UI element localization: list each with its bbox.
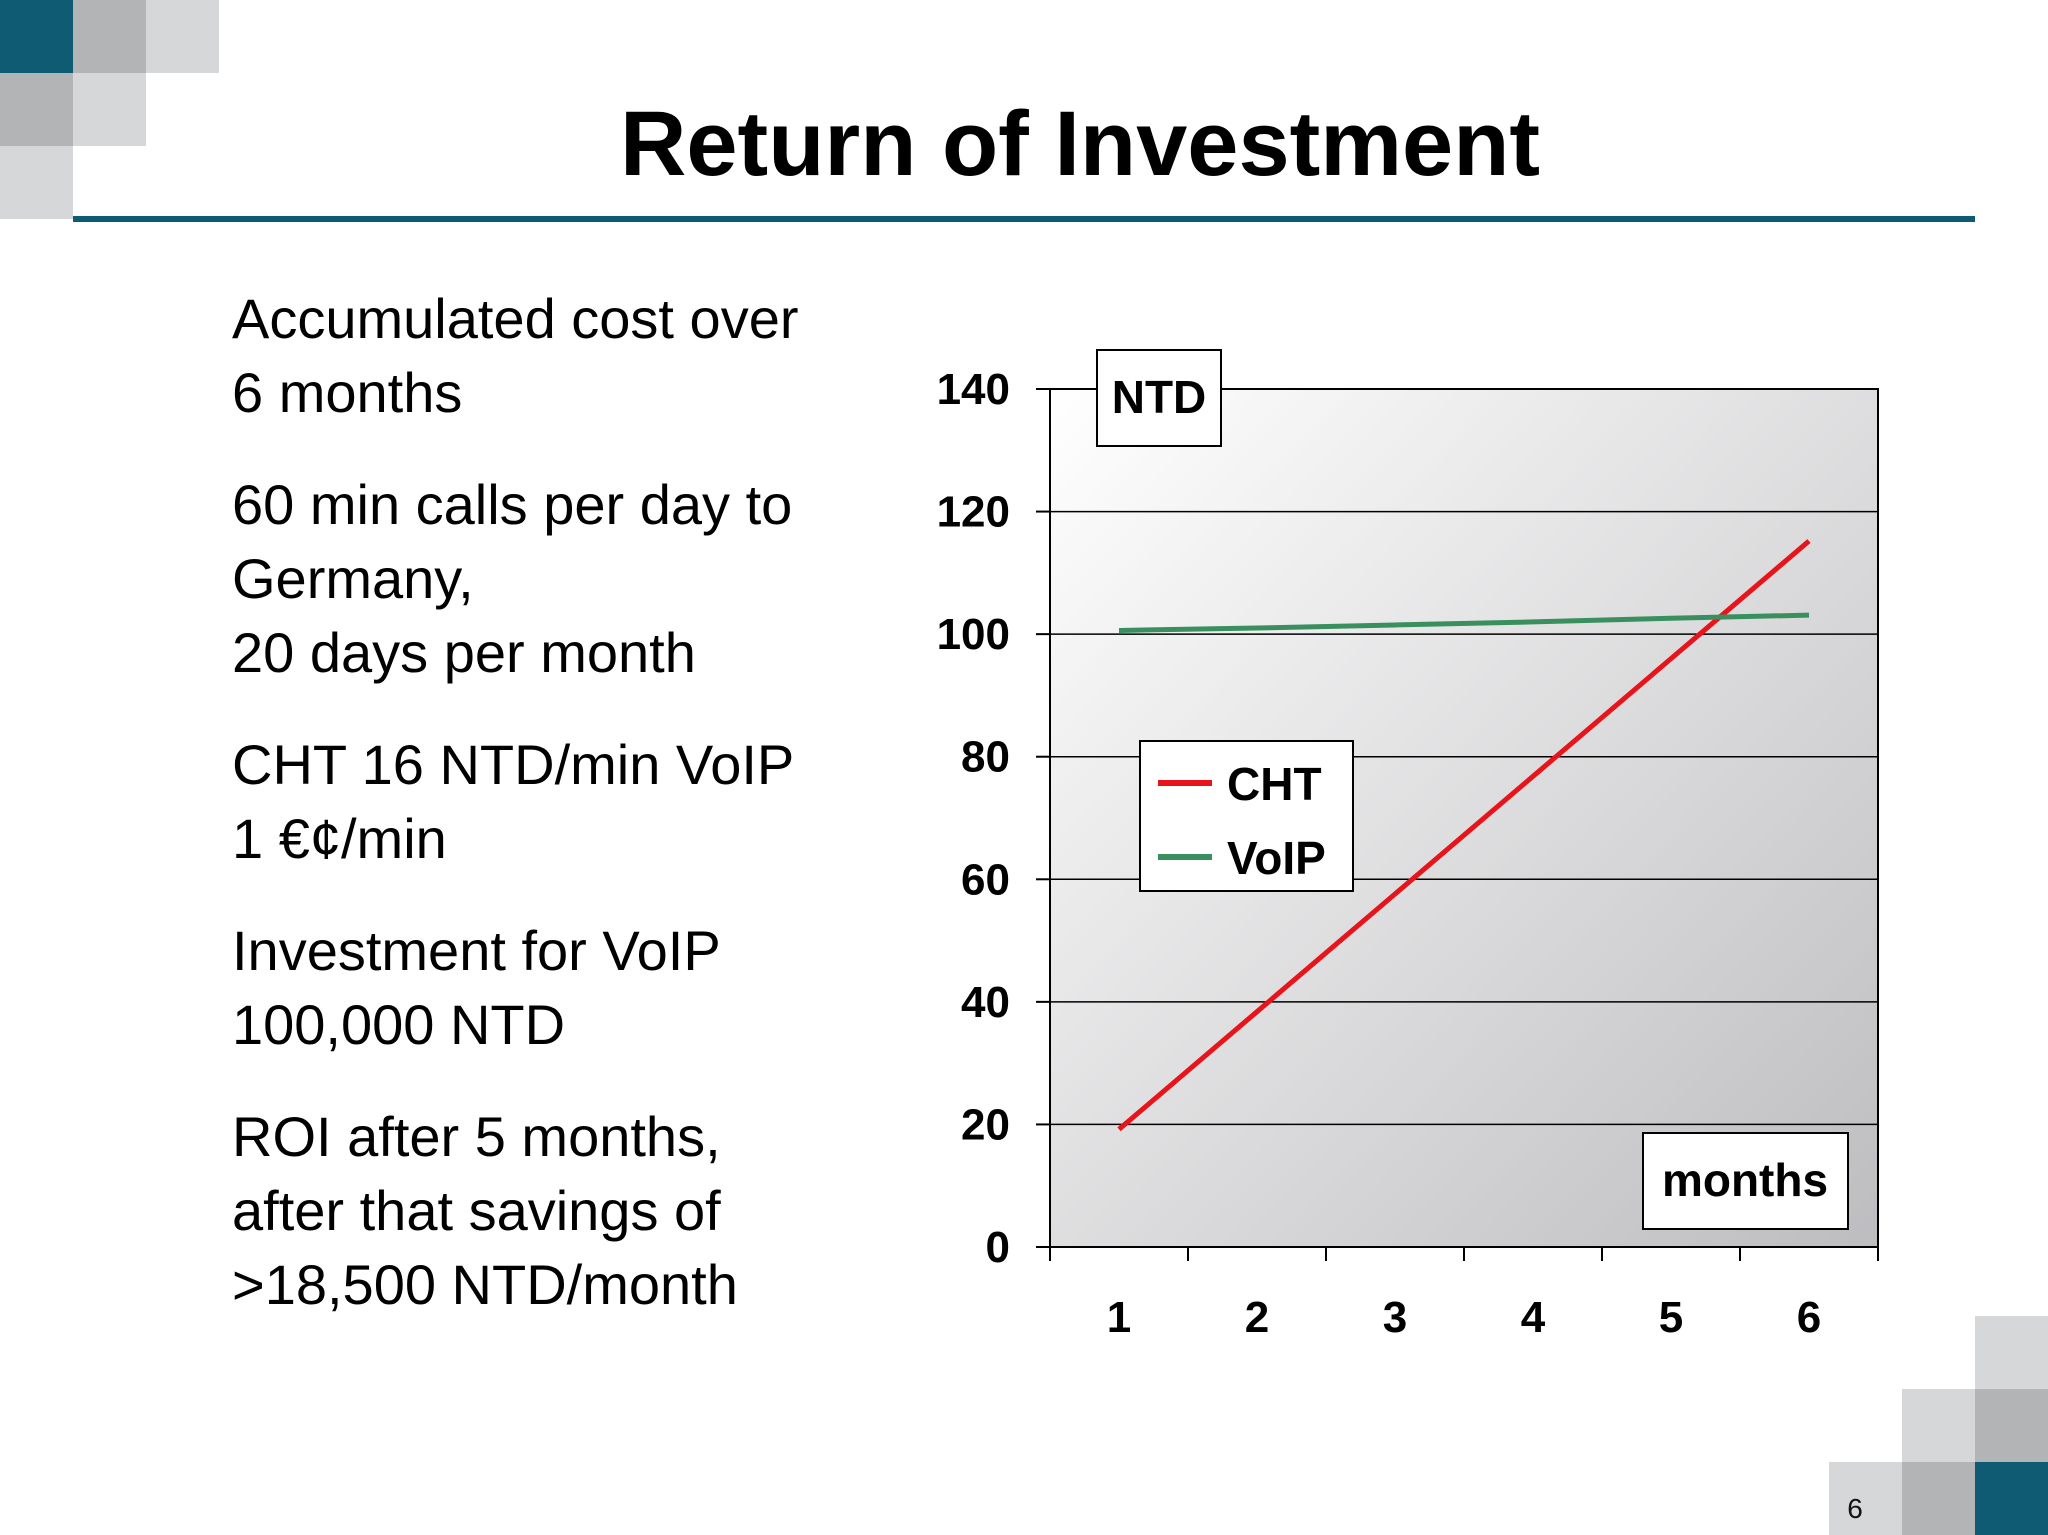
decor-square [0, 146, 73, 219]
bullet-item: Accumulated cost over 6 months [232, 282, 912, 430]
x-tick-label: 4 [1521, 1293, 1546, 1342]
bullet-line: >18,500 NTD/month [232, 1253, 738, 1316]
x-tick-label: 1 [1107, 1293, 1131, 1342]
x-axis-label: months [1662, 1154, 1828, 1206]
y-tick-label: 20 [961, 1100, 1010, 1149]
series-line-voip [1118, 612, 1810, 633]
x-unit-box: months [1642, 1132, 1849, 1230]
legend-label-voip: VoIP [1227, 832, 1326, 884]
bullet-line: 1 €¢/min [232, 807, 447, 870]
axes: 0 20 40 60 80 100 120 140 1 2 3 4 5 6 [937, 365, 1879, 1342]
bullet-line: CHT 16 NTD/min VoIP [232, 733, 795, 796]
y-tick-label: 80 [961, 733, 1010, 782]
bullet-line: 100,000 NTD [232, 993, 566, 1056]
slide-title: Return of Investment [619, 93, 1541, 195]
bullet-item: Investment for VoIP 100,000 NTD [232, 914, 912, 1062]
bullet-list: Accumulated cost over 6 months 60 min ca… [232, 282, 912, 1360]
y-tick-label: 60 [961, 855, 1010, 904]
bullet-line: Germany, [232, 547, 474, 610]
bullet-line: Investment for VoIP [232, 919, 721, 982]
y-tick-label: 100 [937, 610, 1010, 659]
legend-label-cht: CHT [1227, 758, 1322, 810]
decor-square [1902, 1389, 1975, 1462]
bullet-line: Accumulated cost over [232, 287, 799, 350]
decor-square [146, 0, 219, 73]
slide-number: 6 [1847, 1493, 1863, 1524]
y-tick-label: 140 [937, 365, 1010, 414]
decor-square [0, 73, 73, 146]
title-rule [73, 216, 1975, 222]
series-line-cht [1117, 539, 1811, 1132]
x-tick-label: 5 [1659, 1293, 1683, 1342]
y-tick-label: 40 [961, 978, 1010, 1027]
legend: CHT VoIP [1139, 740, 1354, 892]
decor-square [73, 73, 146, 146]
decor-square [0, 0, 73, 73]
bullet-item: 60 min calls per day to Germany, 20 days… [232, 468, 912, 690]
bullet-line: ROI after 5 months, [232, 1105, 721, 1168]
x-tick-label: 6 [1797, 1293, 1821, 1342]
bullet-item: CHT 16 NTD/min VoIP 1 €¢/min [232, 728, 912, 876]
x-tick-label: 2 [1245, 1293, 1269, 1342]
bullet-item: ROI after 5 months, after that savings o… [232, 1100, 912, 1322]
x-tick-label: 3 [1383, 1293, 1407, 1342]
y-tick-label: 120 [937, 488, 1010, 537]
decor-square [1975, 1389, 2048, 1462]
y-tick-label: 0 [986, 1223, 1010, 1272]
decor-square [1902, 1462, 1975, 1535]
decor-square [73, 0, 146, 73]
bullet-line: after that savings of [232, 1179, 721, 1242]
decor-square [1975, 1462, 2048, 1535]
y-unit-box: NTD [1096, 349, 1222, 447]
bullet-line: 60 min calls per day to [232, 473, 793, 536]
y-axis-label: NTD [1112, 371, 1207, 423]
decor-square [1975, 1316, 2048, 1389]
series [1117, 539, 1811, 1132]
bullet-line: 20 days per month [232, 621, 696, 684]
decor-square [1829, 1462, 1902, 1535]
bullet-line: 6 months [232, 361, 463, 424]
